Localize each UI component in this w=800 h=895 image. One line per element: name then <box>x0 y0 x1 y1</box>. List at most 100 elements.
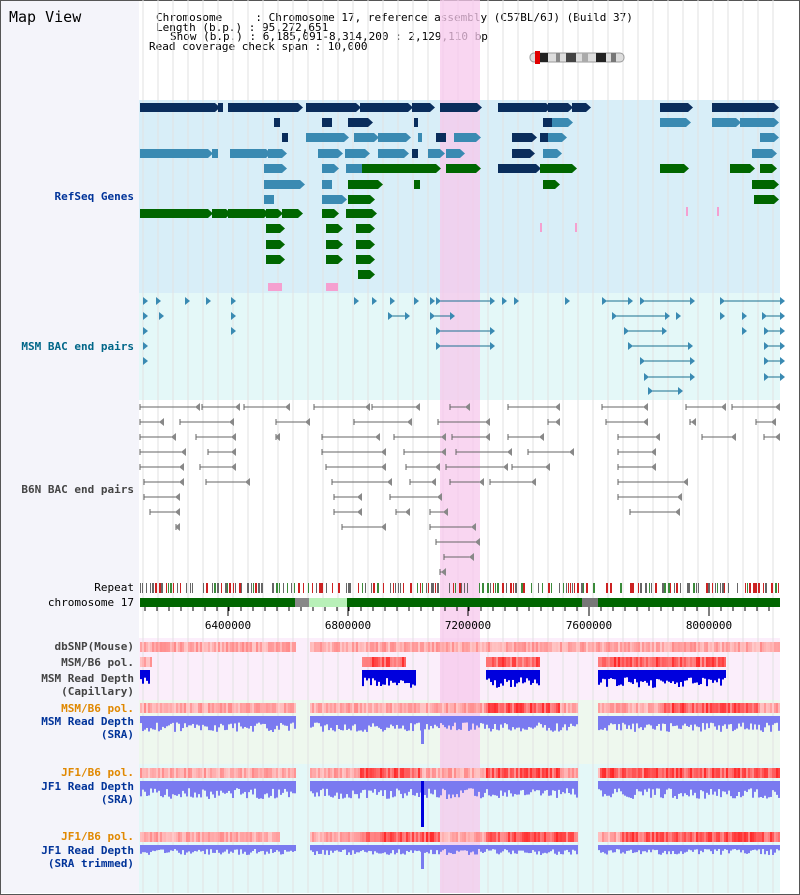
heat-cell <box>440 832 442 842</box>
depth-bar <box>748 845 750 854</box>
heat-cell <box>178 832 180 842</box>
repeat-element <box>426 583 427 593</box>
heat-cell <box>742 703 744 713</box>
depth-bar <box>658 781 660 789</box>
heat-cell <box>472 832 474 842</box>
heat-cell <box>484 642 486 652</box>
chromosome-ideogram[interactable] <box>529 51 625 64</box>
depth-bar <box>634 716 636 732</box>
depth-bar <box>362 716 364 732</box>
gene-feature <box>326 255 338 264</box>
depth-bar <box>362 670 364 687</box>
depth-bar <box>506 716 508 725</box>
heat-cell <box>454 642 456 652</box>
depth-bar <box>374 670 376 681</box>
heat-cell <box>380 832 382 842</box>
depth-bar <box>140 716 142 724</box>
selection-highlight[interactable] <box>440 0 480 893</box>
heat-cell <box>278 642 280 652</box>
depth-bar <box>534 716 536 728</box>
heat-cell <box>492 832 494 842</box>
depth-bar <box>400 781 402 794</box>
depth-bar <box>574 845 576 851</box>
depth-bar <box>468 716 470 731</box>
bac-end-marker <box>762 312 767 320</box>
refseq-genes-track[interactable] <box>140 103 779 291</box>
heat-cell <box>700 768 702 778</box>
depth-bar <box>524 716 526 730</box>
heat-cell <box>410 642 412 652</box>
heat-cell <box>460 768 462 778</box>
bac-end-marker <box>435 463 440 471</box>
heat-cell <box>206 768 208 778</box>
repeat-element <box>497 583 499 593</box>
bac-end-marker <box>643 403 648 411</box>
depth-bar <box>326 716 328 725</box>
depth-bar <box>334 716 336 732</box>
heat-cell <box>258 642 260 652</box>
heat-cell <box>230 832 232 842</box>
depth-bar <box>388 716 390 728</box>
depth-bar <box>372 716 374 724</box>
msm-bac-track[interactable] <box>143 297 785 395</box>
heat-cell <box>678 703 680 713</box>
b6n-bac-track[interactable] <box>139 403 780 576</box>
depth-bar <box>684 781 686 794</box>
depth-bar <box>340 781 342 794</box>
heat-cell <box>642 657 644 667</box>
depth-bar <box>334 845 336 851</box>
repeat-element <box>294 583 295 593</box>
depth-bar <box>510 781 512 794</box>
depth-bar <box>200 845 202 852</box>
heat-cell <box>620 703 622 713</box>
depth-bar <box>192 781 194 798</box>
depth-bar <box>488 716 490 729</box>
heat-cell <box>318 832 320 842</box>
depth-bar <box>332 716 334 731</box>
depth-bar <box>568 716 570 727</box>
repeat-element <box>728 583 729 593</box>
heat-cell <box>480 768 482 778</box>
depth-bar <box>220 716 222 724</box>
heat-cell <box>494 657 496 667</box>
depth-bar <box>616 716 618 730</box>
heat-cell <box>394 703 396 713</box>
depth-bar <box>238 845 240 855</box>
heat-cell <box>598 703 600 713</box>
heat-cell <box>644 657 646 667</box>
heat-cell <box>394 768 396 778</box>
depth-bar <box>166 716 168 727</box>
depth-bar <box>600 845 602 853</box>
gene-strand-arrow <box>572 164 577 173</box>
heat-cell <box>776 832 778 842</box>
depth-bar <box>374 781 376 790</box>
depth-bar <box>598 845 600 851</box>
gene-strand-arrow <box>378 180 383 189</box>
heat-cell <box>156 642 158 652</box>
heat-cell <box>234 642 236 652</box>
depth-bar <box>388 845 390 855</box>
heat-cell <box>230 703 232 713</box>
heat-cell <box>644 832 646 842</box>
depth-bar <box>506 670 508 682</box>
depth-bar <box>666 670 668 681</box>
depth-bar <box>378 670 380 682</box>
depth-bar <box>168 845 170 853</box>
gene-pink-marker <box>686 207 688 216</box>
heat-cell <box>140 657 142 667</box>
heat-cell <box>516 703 518 713</box>
heat-cell <box>272 642 274 652</box>
heat-cell <box>732 832 734 842</box>
depth-bar <box>646 716 648 725</box>
depth-bar <box>398 845 400 850</box>
heat-cell <box>344 768 346 778</box>
depth-bar <box>532 781 534 790</box>
depth-bar <box>600 716 602 730</box>
ideogram-band <box>582 53 588 62</box>
depth-bar <box>530 670 532 685</box>
depth-bar <box>384 845 386 853</box>
depth-bar <box>720 845 722 855</box>
depth-bar <box>334 781 336 796</box>
depth-bar <box>378 716 380 728</box>
